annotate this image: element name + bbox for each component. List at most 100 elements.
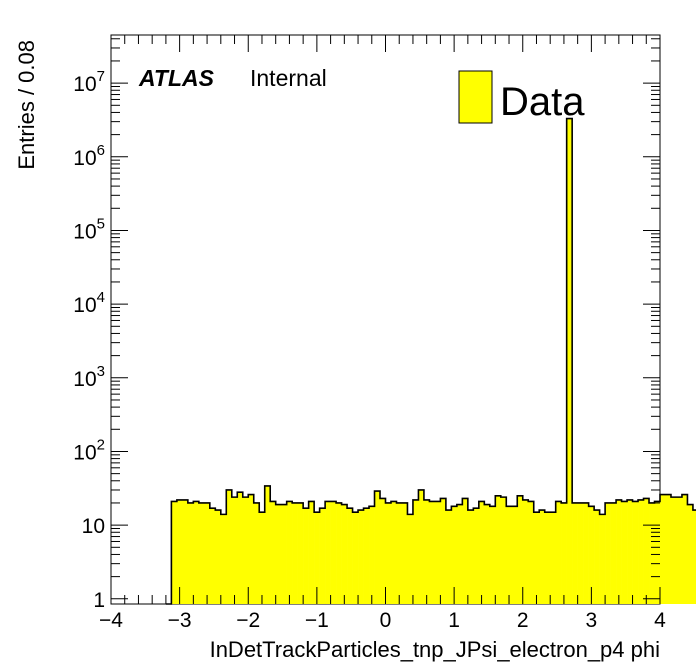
histogram-bin <box>638 499 644 604</box>
histogram-outline <box>165 117 696 605</box>
x-tick-labels: −4 −3 −2 −1 0 1 2 3 4 <box>99 609 666 632</box>
histogram-bin <box>440 498 447 604</box>
histogram-bin <box>566 118 573 604</box>
histogram-bin <box>643 498 650 604</box>
histogram-bin <box>676 497 683 604</box>
histogram-bin <box>489 506 496 604</box>
x-tick-label: 0 <box>380 609 392 632</box>
legend-label-data: Data <box>500 80 585 124</box>
x-tick-label: 4 <box>654 609 666 632</box>
histogram-bin <box>171 501 178 604</box>
histogram-bin <box>594 510 600 604</box>
x-tick-label: −4 <box>99 609 123 632</box>
y-tick-label: 107 <box>73 68 105 96</box>
histogram-bin <box>561 502 567 604</box>
histogram-bin <box>423 499 430 604</box>
histogram-bin <box>242 497 249 604</box>
y-tick-label: 106 <box>73 142 105 170</box>
histogram-bin <box>649 502 655 604</box>
histogram-bin <box>583 502 589 604</box>
histogram-bin <box>511 506 518 604</box>
x-tick-label: 1 <box>448 609 460 632</box>
y-tick-label: 105 <box>73 216 105 244</box>
histogram-bin <box>544 512 551 604</box>
x-axis-title: InDetTrackParticles_tnp_JPsi_electron_p4… <box>210 637 660 662</box>
histogram-bin <box>352 512 359 604</box>
histogram-bin <box>336 502 342 604</box>
histogram-bin <box>270 501 276 604</box>
histogram-bin <box>484 504 491 604</box>
y-tick-label: 104 <box>73 289 105 317</box>
histogram-bin <box>369 506 375 604</box>
histogram-bin <box>358 510 364 604</box>
axis-ticks <box>110 35 661 604</box>
histogram-bin <box>660 494 666 604</box>
histogram-bin <box>418 489 425 604</box>
y-tick-label: 102 <box>73 437 105 465</box>
histogram-bin <box>605 502 611 604</box>
histogram-bin <box>248 494 255 604</box>
histogram-bin <box>182 499 189 604</box>
histogram-bin <box>385 502 392 604</box>
x-tick-label: −1 <box>305 609 329 632</box>
histogram-bin <box>412 499 419 604</box>
histogram-bin <box>198 502 205 604</box>
histogram-bin <box>517 495 524 604</box>
histogram-bin <box>325 501 331 604</box>
histogram-bin <box>204 502 211 604</box>
histogram-bin <box>495 495 502 604</box>
histogram-bin <box>654 501 661 604</box>
histogram-bin <box>555 501 562 604</box>
histogram-bin <box>533 512 540 604</box>
histogram-bin <box>687 504 694 604</box>
y-tick-label: 1 <box>93 589 105 612</box>
histogram-bin <box>314 512 320 604</box>
histogram-bin <box>226 489 233 604</box>
histogram-bin <box>330 501 337 604</box>
histogram-bin <box>237 492 244 604</box>
x-tick-label: 2 <box>517 609 529 632</box>
histogram-bin <box>220 514 227 604</box>
histogram-bin <box>528 501 535 604</box>
histogram-bin <box>292 502 298 604</box>
histogram-bin <box>215 510 222 604</box>
histogram-bin <box>588 506 595 604</box>
x-tick-label: −3 <box>168 609 192 632</box>
histogram-bin <box>193 501 200 604</box>
histogram-bin <box>665 494 672 604</box>
histogram-bin <box>176 499 183 604</box>
histogram-bin <box>429 501 436 604</box>
histogram-bin <box>363 508 370 604</box>
histogram-bin <box>462 498 469 604</box>
histogram-bin <box>401 502 408 604</box>
histogram-bin <box>599 514 606 604</box>
histogram-bin <box>506 506 513 604</box>
histogram-bin <box>500 497 507 604</box>
histogram-bin <box>670 497 677 604</box>
histogram-bin <box>434 501 441 604</box>
histogram-bin <box>380 498 386 604</box>
histogram-bin <box>692 510 696 604</box>
histogram-bin <box>347 508 353 604</box>
legend-swatch-data <box>458 70 493 124</box>
histogram-bin <box>264 485 271 604</box>
histogram-bin <box>187 502 194 604</box>
histogram-bin <box>281 504 287 604</box>
x-tick-label: −2 <box>236 609 260 632</box>
y-tick-label: 103 <box>73 363 105 391</box>
histogram-bin <box>341 504 348 604</box>
atlas-status: Internal <box>250 65 327 91</box>
atlas-label: ATLAS <box>138 65 215 91</box>
y-tick-labels: 1 10 102 103 104 105 106 107 <box>73 68 105 612</box>
histogram-bin <box>253 502 260 604</box>
histogram-bin <box>522 499 529 604</box>
histogram-bin <box>539 510 546 604</box>
y-tick-label: 10 <box>82 515 105 538</box>
histogram-bin <box>231 497 238 604</box>
histogram-bin <box>286 501 293 604</box>
histogram-bin <box>473 508 480 604</box>
histogram-bin <box>396 502 403 604</box>
histogram-bin <box>319 508 326 604</box>
histogram-bin <box>550 512 556 604</box>
histogram-bin <box>308 501 315 604</box>
